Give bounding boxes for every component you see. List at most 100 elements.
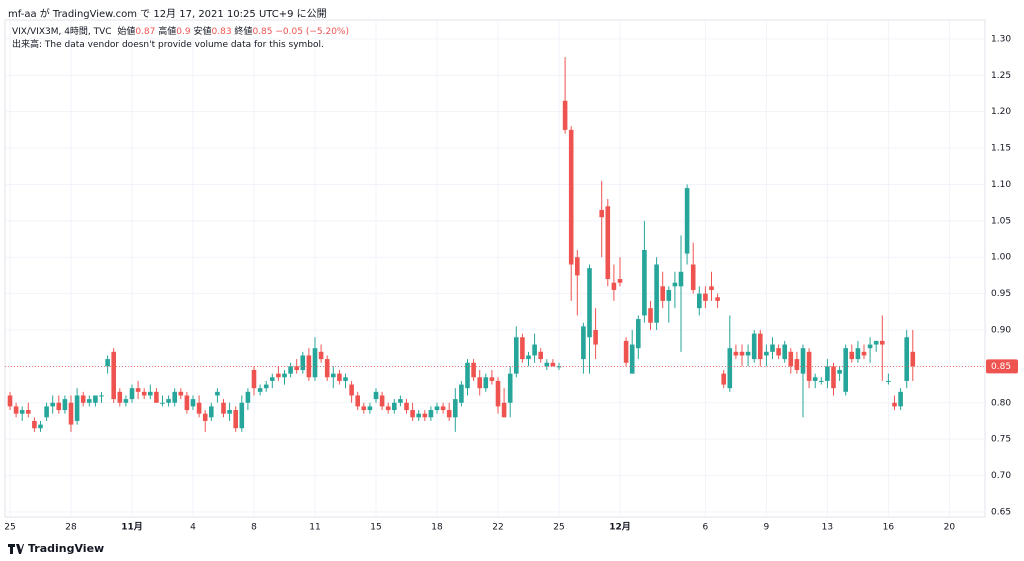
candle-body [556,366,562,368]
y-tick-label: 1.30 [991,34,1011,44]
candle-body [703,293,708,301]
candle-body [87,399,92,403]
y-tick-label: 1.15 [991,144,1011,154]
candle-body [526,355,531,360]
candle-body [184,395,190,411]
candle-body [196,402,202,414]
candle-body [19,410,25,414]
candle-body [660,286,665,301]
close-label: 終値 [234,27,253,37]
candle-body [465,362,470,389]
candle-body [215,391,220,396]
candle-body [611,282,617,290]
candle-body [202,413,208,421]
candle-body [514,337,519,374]
low-label: 安値 [193,27,212,37]
candle-body [288,366,293,374]
candle-body [62,399,68,411]
candle-body [867,344,873,349]
x-tick-label: 9 [764,523,770,533]
y-tick-label: 0.65 [991,507,1011,517]
x-tick-label: 11 [309,523,320,533]
candle-body [190,399,196,407]
logo [8,543,24,554]
candle-body [666,289,672,301]
candle-body [337,373,342,381]
brand: TradingView [28,542,105,555]
publish-header: mf-aa が TradingView.com で 12月 17, 2021 1… [8,9,327,20]
candle-body [745,351,751,356]
candle-body [44,406,49,418]
y-tick-label: 0.95 [991,289,1011,299]
x-tick-label: 25 [553,523,564,533]
x-tick-label: 15 [370,523,381,533]
candle-body [861,351,867,356]
candle-body [239,402,245,429]
x-tick-label: 6 [703,523,709,533]
x-tick-label: 18 [431,523,443,533]
legend-line: VIX/VIX3M, 4時間, TVC 始値0.87 高値0.9 安値0.83 … [12,26,349,39]
candle-body [581,326,586,360]
candle-body [636,319,641,349]
candle-body [392,402,397,411]
x-tick-label: 25 [4,523,15,533]
candle-body [648,308,653,323]
candle-body [544,362,550,367]
x-tick-label: 4 [190,523,196,533]
candle-body [446,410,452,418]
candle-body [782,344,787,360]
candle-body [739,351,745,356]
candle-body [349,384,354,396]
candle-body [56,402,62,411]
candle-body [154,391,159,403]
candle-body [831,366,836,389]
candle-body [550,362,556,367]
candle-body [373,391,379,400]
candle-body [379,395,385,407]
x-tick-label: 8 [251,523,257,533]
candle-body [812,377,818,381]
y-tick-label: 0.75 [991,435,1011,445]
candle-body [880,340,885,345]
candle-body [294,366,299,371]
candle-body [50,402,55,407]
candle-body [501,402,507,418]
low-value: 0.83 [211,27,232,37]
candle-body [385,406,391,411]
y-tick-label: 0.80 [991,398,1011,408]
x-tick-label: 20 [944,523,956,533]
candle-body [26,410,31,414]
candle-body [263,384,269,389]
y-tick-label: 1.00 [991,253,1011,263]
candle-body [459,384,464,403]
candle-body [788,351,794,367]
candle-body [398,399,403,403]
candle-body [825,366,830,381]
candle-body [257,388,263,392]
candle-body [32,420,37,429]
candle-body [776,348,781,356]
change: −0.05 [275,27,303,37]
candle-body [654,264,659,323]
candle-body [440,406,446,411]
candle-body [642,249,647,316]
candle-body [898,391,903,407]
candle-body [99,395,104,397]
candle-body [312,348,318,378]
high-value: 0.9 [176,27,191,37]
change-pct: (−5.20%) [305,27,349,37]
candle-body [672,282,678,287]
candle-body [819,380,824,382]
candle-body [221,402,226,414]
candle-body [331,373,336,378]
candle-body [80,395,86,403]
candle-body [855,348,861,360]
candle-body [886,380,891,382]
plot-frame [4,19,986,518]
candle-body [483,377,489,389]
candle-body [764,351,769,356]
candle-body [166,399,171,403]
candle-body [617,279,623,283]
candle-body [361,406,367,411]
candle-body [837,370,842,374]
